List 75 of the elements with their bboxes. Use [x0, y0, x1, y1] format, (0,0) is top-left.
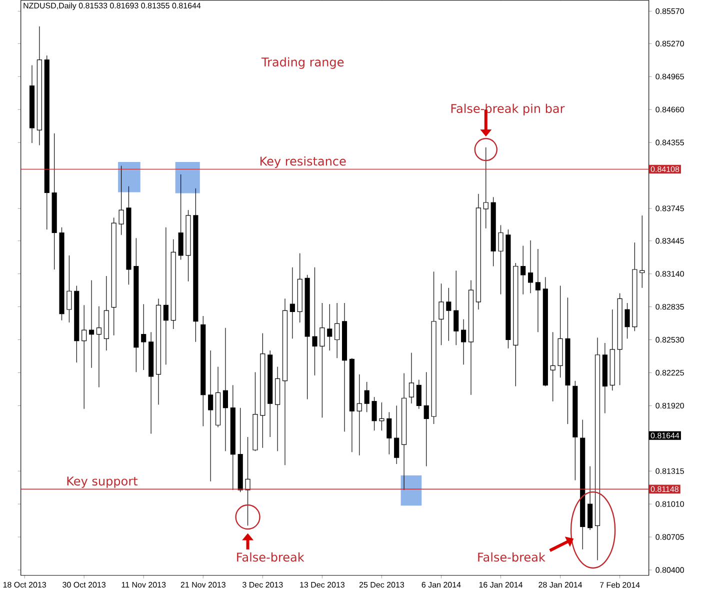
y-tick-label: 0.85570	[656, 8, 684, 14]
candlestick	[394, 405, 400, 464]
candlestick	[312, 267, 318, 376]
candlestick	[320, 302, 325, 418]
candlestick	[535, 248, 541, 332]
x-tick-label: 7 Feb 2014	[600, 582, 640, 588]
y-tick-label: 0.82530	[656, 336, 684, 343]
y-tick-label: 0.82225	[656, 370, 684, 376]
y-tick-label: 0.83745	[656, 206, 684, 212]
candlestick	[96, 306, 102, 388]
x-tick-label: 11 Nov 2013	[122, 582, 166, 588]
y-tick-label: 0.83140	[656, 270, 684, 277]
candlestick	[222, 328, 228, 452]
x-tick-label: 3 Dec 2013	[242, 582, 283, 588]
candlestick	[528, 240, 534, 294]
x-tick-label: 6 Jan 2014	[422, 582, 461, 588]
candlestick	[118, 165, 124, 236]
candlestick	[483, 147, 488, 229]
text: 0.81644	[650, 432, 680, 438]
x-tick-label: 18 Oct 2013	[3, 582, 46, 588]
candlestick	[640, 215, 645, 288]
candlestick	[178, 174, 184, 260]
candlestick	[438, 283, 444, 346]
y-tick-label: 0.83445	[656, 238, 684, 244]
y-tick-label: 0.81920	[656, 402, 684, 409]
y-tick-label: 0.85270	[656, 40, 684, 46]
candlestick	[520, 245, 526, 295]
text: 0.81148	[650, 486, 678, 492]
candlestick	[208, 350, 214, 482]
candlestick	[386, 412, 392, 455]
candlestick	[245, 436, 250, 526]
y-tick-label: 0.80705	[656, 534, 684, 540]
candlestick	[550, 332, 556, 402]
candlestick	[446, 288, 452, 342]
annotation: False-break	[237, 552, 304, 562]
annotation: Trading range	[261, 57, 344, 69]
annotation: False-break pin bar	[451, 104, 565, 116]
candlestick	[379, 402, 384, 431]
ref-line-label: Key resistance	[260, 156, 346, 168]
candlestick	[356, 374, 362, 456]
candlestick	[424, 372, 429, 467]
candlestick	[588, 466, 593, 530]
y-tick-label: 0.84965	[656, 74, 684, 80]
candlestick	[82, 304, 87, 410]
y-tick-label: 0.84355	[656, 140, 684, 146]
chart-title: NZDUSD,Daily 0.81533 0.81693 0.81355 0.81644	[24, 2, 201, 10]
y-tick-label: 0.81010	[656, 501, 684, 507]
candlestick	[88, 280, 94, 368]
candlestick	[327, 304, 332, 351]
candlestick	[461, 318, 466, 365]
annotation: False-break	[478, 552, 546, 562]
y-tick-label: 0.80400	[656, 567, 684, 573]
candlestick	[408, 352, 414, 404]
x-tick-label: 28 Jan 2014	[538, 582, 582, 588]
ref-line-label: Key support	[67, 476, 138, 488]
x-tick-label: 25 Dec 2013	[359, 582, 404, 588]
x-tick-label: 16 Jan 2014	[479, 582, 523, 588]
x-tick-label: 30 Oct 2013	[62, 582, 106, 588]
candlestick	[163, 227, 168, 365]
y-tick-label: 0.82835	[656, 304, 684, 310]
candlestick	[141, 304, 146, 370]
candlestick	[498, 224, 504, 295]
candlestick	[372, 396, 377, 431]
candlestick	[416, 379, 422, 410]
candlestick	[624, 302, 630, 339]
candlestick	[334, 302, 340, 358]
y-tick-label: 0.84660	[656, 106, 684, 112]
text: 0.84108	[650, 166, 680, 172]
candlestick	[290, 267, 295, 339]
candlestick	[364, 382, 370, 412]
y-tick-label: 0.81315	[656, 468, 684, 474]
x-tick-label: 13 Dec 2013	[300, 582, 345, 588]
candlestick	[454, 270, 459, 346]
x-tick-label: 21 Nov 2013	[180, 582, 226, 588]
candlestick	[66, 255, 72, 323]
